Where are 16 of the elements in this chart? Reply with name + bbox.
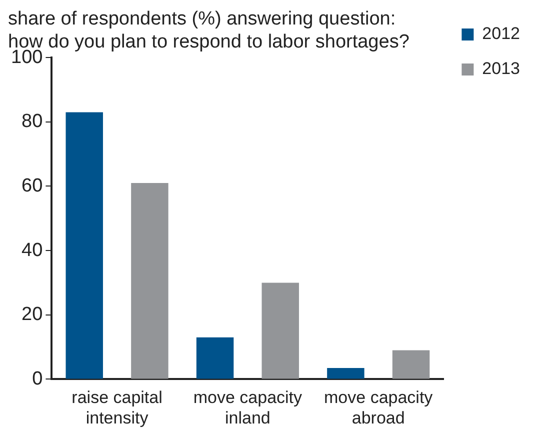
legend-label: 2012 bbox=[482, 24, 520, 44]
bar bbox=[131, 183, 168, 379]
legend-label: 2013 bbox=[482, 59, 520, 78]
x-tick-label: move capacity inland bbox=[193, 388, 303, 428]
x-tick-label: raise capital intensity bbox=[72, 388, 162, 428]
y-tick-label: 80 bbox=[22, 111, 43, 132]
y-tick-label: 40 bbox=[22, 240, 43, 261]
bar bbox=[66, 112, 103, 379]
x-tick-label: move capacity abroad bbox=[324, 388, 434, 428]
bar bbox=[196, 337, 234, 379]
bar bbox=[327, 368, 364, 379]
y-tick-label: 0 bbox=[32, 368, 43, 390]
bar bbox=[392, 350, 430, 379]
bar bbox=[262, 282, 299, 379]
y-tick-label: 20 bbox=[22, 304, 43, 326]
y-tick-label: 60 bbox=[22, 175, 43, 196]
